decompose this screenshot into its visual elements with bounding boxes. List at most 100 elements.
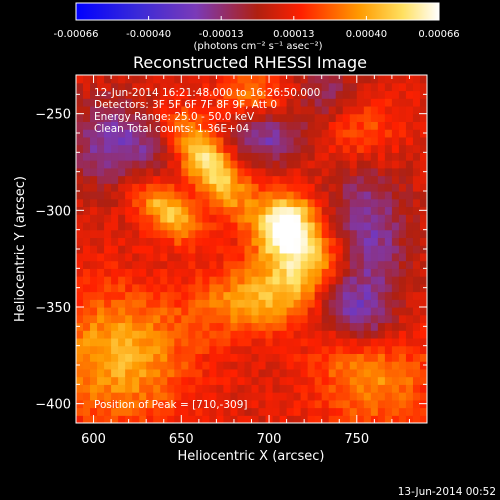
heatmap-cell: [293, 105, 302, 115]
heatmap-cell: [251, 283, 260, 293]
heatmap-cell: [335, 384, 344, 393]
heatmap-cell: [125, 160, 133, 169]
heatmap-cell: [328, 407, 337, 416]
heatmap-cell: [314, 260, 323, 269]
heatmap-cell: [237, 330, 246, 339]
heatmap-cell: [412, 291, 421, 300]
heatmap-cell: [279, 221, 288, 231]
heatmap-cell: [167, 129, 175, 138]
heatmap-cell: [370, 376, 379, 385]
heatmap-cell: [160, 376, 168, 385]
heatmap-cell: [356, 229, 365, 238]
heatmap-cell: [202, 368, 210, 378]
heatmap-cell: [181, 245, 189, 254]
heatmap-cell: [139, 337, 147, 347]
heatmap-cell: [90, 407, 98, 416]
heatmap-cell: [258, 121, 267, 130]
heatmap-cell: [118, 268, 126, 277]
heatmap-cell: [335, 82, 344, 92]
heatmap-cell: [279, 214, 288, 223]
heatmap-cell: [174, 121, 182, 130]
heatmap-cell: [125, 407, 133, 416]
heatmap-cell: [265, 345, 274, 354]
heatmap-cell: [202, 160, 210, 169]
heatmap-cell: [153, 322, 161, 331]
heatmap-cell: [279, 198, 288, 208]
heatmap-cell: [265, 121, 274, 130]
heatmap-cell: [244, 283, 253, 293]
heatmap-cell: [174, 276, 182, 285]
heatmap-cell: [405, 291, 414, 300]
heatmap-cell: [111, 229, 119, 238]
heatmap-cell: [188, 260, 196, 269]
heatmap-cell: [167, 291, 175, 300]
heatmap-cell: [349, 82, 358, 92]
heatmap-cell: [160, 191, 168, 200]
heatmap-cell: [335, 206, 344, 215]
heatmap-cell: [300, 214, 309, 223]
heatmap-cell: [328, 276, 337, 285]
heatmap-cell: [370, 214, 379, 223]
heatmap-cell: [90, 191, 98, 200]
heatmap-cell: [272, 368, 281, 378]
heatmap-cell: [363, 214, 372, 223]
heatmap-cell: [405, 183, 414, 192]
heatmap-cell: [335, 221, 344, 231]
heatmap-cell: [209, 299, 217, 308]
heatmap-cell: [76, 384, 84, 393]
heatmap-cell: [209, 399, 217, 409]
heatmap-cell: [237, 299, 246, 308]
heatmap-cell: [195, 392, 203, 401]
heatmap-cell: [300, 206, 309, 215]
heatmap-cell: [160, 392, 168, 401]
heatmap-cell: [153, 198, 161, 208]
heatmap-cell: [349, 322, 358, 331]
heatmap-cell: [405, 160, 414, 169]
heatmap-cell: [307, 322, 316, 331]
heatmap-cell: [377, 322, 386, 331]
heatmap-cell: [370, 75, 379, 84]
heatmap-cell: [237, 276, 246, 285]
heatmap-cell: [153, 330, 161, 339]
heatmap-cell: [237, 407, 246, 416]
heatmap-cell: [153, 129, 161, 138]
heatmap-cell: [307, 90, 316, 99]
heatmap-cell: [76, 268, 84, 277]
heatmap-cell: [321, 276, 330, 285]
heatmap-cell: [272, 221, 281, 231]
heatmap-cell: [384, 353, 393, 362]
heatmap-cell: [111, 299, 119, 308]
heatmap-cell: [209, 183, 217, 192]
heatmap-cell: [412, 175, 421, 184]
heatmap-cell: [265, 392, 274, 401]
heatmap-cell: [216, 368, 225, 378]
heatmap-cell: [97, 105, 105, 115]
heatmap-cell: [384, 113, 393, 122]
heatmap-cell: [335, 337, 344, 347]
heatmap-cell: [216, 345, 225, 354]
heatmap-cell: [76, 368, 84, 378]
heatmap-cell: [202, 206, 210, 215]
heatmap-cell: [216, 299, 225, 308]
heatmap-cell: [174, 252, 182, 262]
heatmap-cell: [363, 299, 372, 308]
heatmap-cell: [118, 198, 126, 208]
heatmap-cell: [146, 175, 154, 184]
heatmap-cell: [265, 221, 274, 231]
heatmap-cell: [160, 307, 168, 316]
heatmap-cell: [412, 152, 421, 161]
heatmap-cell: [202, 353, 210, 362]
heatmap-cell: [118, 415, 126, 423]
heatmap-cell: [237, 283, 246, 293]
heatmap-cell: [279, 299, 288, 308]
heatmap-cell: [174, 314, 182, 324]
heatmap-cell: [90, 82, 98, 92]
heatmap-cell: [356, 314, 365, 324]
heatmap-cell: [181, 98, 189, 107]
heatmap-cell: [314, 268, 323, 277]
heatmap-cell: [314, 345, 323, 354]
heatmap-cell: [300, 221, 309, 231]
heatmap-cell: [265, 291, 274, 300]
heatmap-cell: [111, 113, 119, 122]
heatmap-cell: [279, 129, 288, 138]
